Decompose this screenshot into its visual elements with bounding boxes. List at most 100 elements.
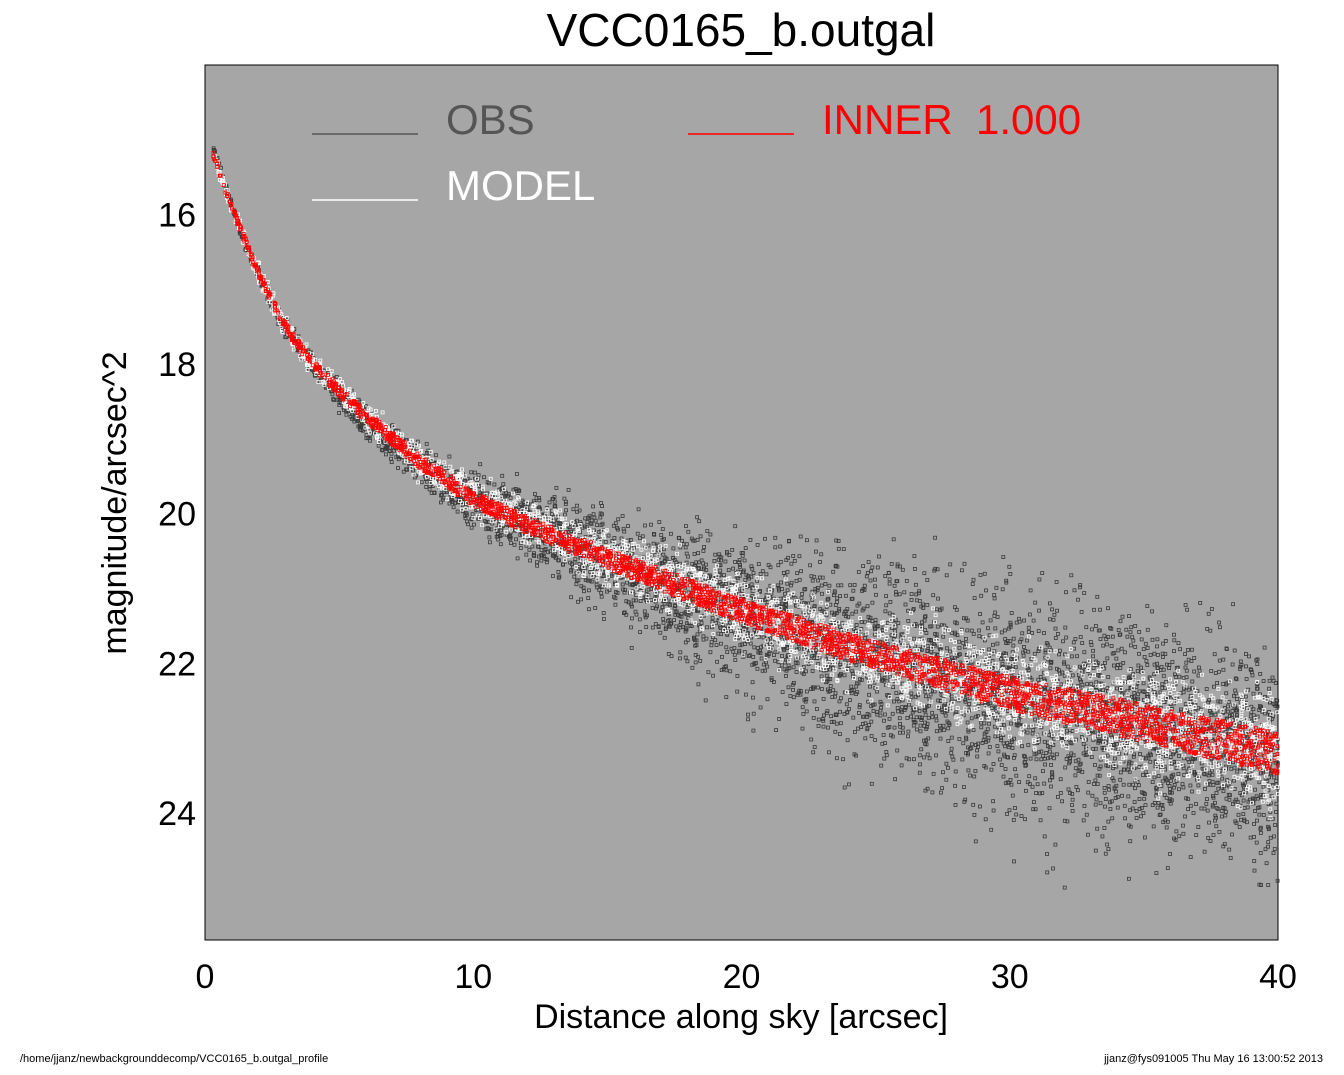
obs-point	[1206, 700, 1210, 705]
obs-point	[1082, 804, 1087, 808]
obs-point	[1124, 627, 1129, 632]
obs-point	[979, 725, 984, 730]
obs-point	[1032, 748, 1036, 753]
obs-point	[812, 745, 817, 749]
obs-point	[833, 603, 838, 607]
obs-point	[655, 604, 659, 609]
obs-point	[1208, 628, 1213, 633]
obs-point	[986, 751, 991, 756]
obs-point	[1009, 782, 1014, 787]
obs-point	[611, 523, 616, 528]
obs-point	[933, 643, 937, 648]
obs-point	[562, 496, 567, 501]
obs-point	[1263, 847, 1268, 852]
obs-point	[923, 712, 928, 717]
obs-point	[1154, 871, 1159, 875]
obs-point	[992, 724, 997, 729]
obs-point	[1192, 771, 1197, 776]
chart-title: VCC0165_b.outgal	[547, 4, 936, 56]
obs-point	[831, 569, 836, 574]
obs-point	[1212, 652, 1217, 657]
obs-point	[511, 487, 516, 492]
obs-point	[1149, 687, 1154, 692]
obs-point	[889, 562, 894, 566]
obs-point	[1132, 800, 1137, 804]
obs-point	[912, 554, 917, 558]
obs-point	[1181, 831, 1186, 836]
obs-point	[897, 592, 902, 597]
obs-point	[1150, 609, 1154, 614]
obs-point	[1035, 732, 1040, 737]
obs-point	[1272, 775, 1277, 780]
obs-point	[574, 571, 579, 575]
obs-point	[706, 538, 711, 543]
obs-point	[1273, 681, 1278, 685]
obs-point	[680, 538, 684, 543]
obs-point	[1183, 702, 1188, 706]
obs-point	[1247, 654, 1251, 659]
obs-point	[865, 727, 870, 732]
obs-point	[1154, 790, 1159, 794]
obs-point	[1206, 836, 1211, 840]
obs-point	[1085, 682, 1089, 686]
obs-point	[991, 762, 996, 766]
obs-point	[856, 726, 860, 731]
obs-point	[748, 641, 753, 646]
obs-point	[705, 625, 709, 630]
obs-point	[838, 624, 842, 629]
obs-point	[1160, 682, 1165, 687]
obs-point	[638, 599, 643, 603]
obs-point	[1142, 655, 1147, 659]
obs-point	[1275, 698, 1280, 703]
obs-point	[1044, 641, 1049, 645]
obs-point	[973, 839, 978, 844]
obs-point	[899, 763, 904, 768]
obs-point	[1007, 808, 1012, 813]
obs-point	[528, 558, 532, 563]
obs-point	[930, 715, 935, 720]
obs-point	[1129, 625, 1134, 630]
obs-point	[1190, 789, 1194, 794]
obs-point	[1141, 689, 1146, 694]
obs-point	[1005, 812, 1009, 816]
obs-point	[799, 596, 804, 601]
obs-point	[1116, 628, 1121, 632]
obs-point	[1049, 763, 1053, 767]
obs-point	[842, 690, 847, 695]
obs-point	[1086, 780, 1091, 784]
obs-point	[1041, 769, 1045, 773]
obs-point	[922, 571, 927, 576]
obs-point	[1095, 773, 1100, 778]
obs-point	[636, 507, 641, 512]
obs-point	[1137, 807, 1142, 811]
obs-point	[944, 573, 949, 578]
obs-point	[396, 466, 400, 470]
obs-point	[630, 604, 634, 609]
obs-point	[1176, 749, 1180, 754]
obs-point	[972, 596, 977, 600]
obs-point	[970, 742, 974, 747]
obs-point	[752, 645, 757, 650]
obs-point	[591, 504, 595, 509]
obs-point	[1177, 834, 1182, 839]
obs-point	[875, 689, 879, 694]
obs-point	[1008, 625, 1013, 629]
obs-point	[925, 752, 930, 757]
obs-point	[834, 712, 838, 717]
obs-point	[666, 612, 671, 617]
obs-point	[629, 625, 633, 630]
obs-point	[895, 562, 900, 567]
obs-point	[844, 593, 848, 598]
obs-point	[579, 597, 583, 602]
obs-point	[1258, 704, 1262, 708]
obs-point	[626, 524, 630, 528]
obs-point	[1068, 791, 1072, 795]
obs-point	[1141, 811, 1146, 815]
obs-point	[1206, 611, 1211, 616]
obs-point	[1192, 656, 1197, 660]
obs-point	[447, 501, 452, 506]
obs-point	[1161, 673, 1166, 678]
obs-point	[866, 614, 871, 619]
obs-point	[1259, 883, 1263, 887]
obs-point	[1019, 814, 1024, 818]
